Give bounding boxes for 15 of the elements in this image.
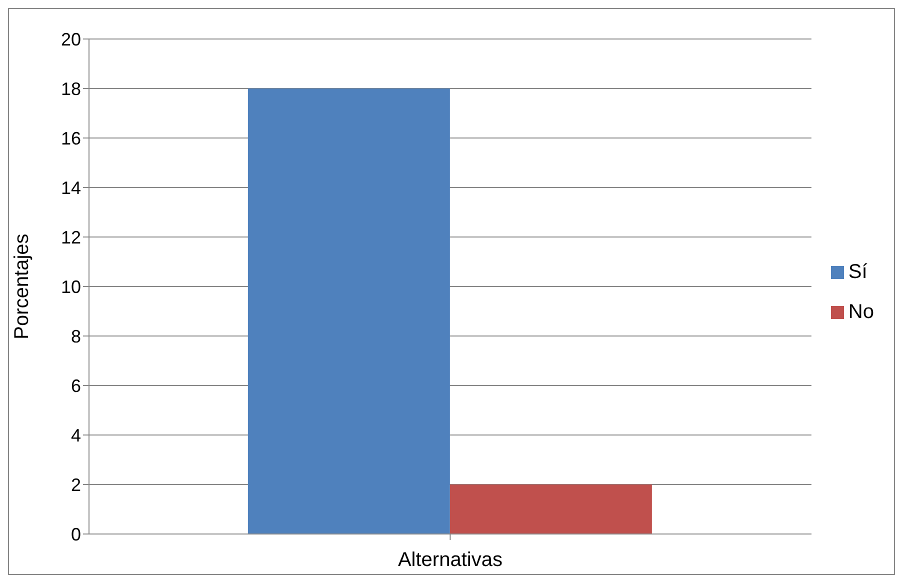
y-tick-label: 14 xyxy=(60,178,81,198)
y-tick-label: 10 xyxy=(60,276,81,297)
legend-label: No xyxy=(848,300,874,322)
y-tick-label: 0 xyxy=(70,524,81,544)
y-tick-label: 2 xyxy=(70,474,81,495)
y-tick-label: 20 xyxy=(60,29,81,50)
y-tick-label: 12 xyxy=(60,227,81,248)
y-tick-label: 18 xyxy=(60,78,81,99)
x-axis-title: Alternativas xyxy=(398,549,502,571)
y-tick-label: 8 xyxy=(70,326,81,346)
y-tick-label: 6 xyxy=(70,376,81,396)
y-tick-label: 16 xyxy=(60,128,81,148)
y-axis-title: Porcentajes xyxy=(11,234,34,340)
y-tick-label: 4 xyxy=(70,425,81,446)
legend-label: Sí xyxy=(848,260,868,282)
